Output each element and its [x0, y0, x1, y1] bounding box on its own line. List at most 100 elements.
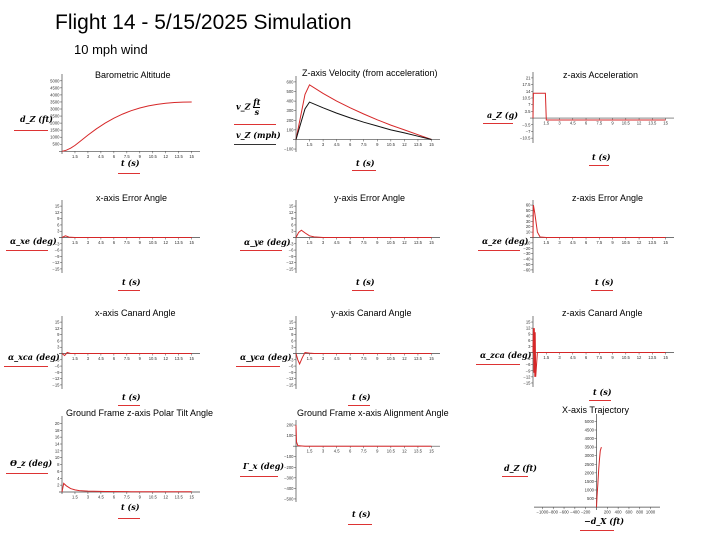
x-tick-label-tilt: 9 [139, 495, 142, 500]
y-tick-label-yerr: 6 [291, 222, 294, 227]
x-tick-label-traj: 200 [604, 510, 612, 515]
y-tick-label-xerr: 6 [57, 222, 60, 227]
y-tick-label-align: −200 [284, 465, 294, 470]
ylabel-acc: a_Z (g) [487, 110, 518, 120]
x-tick-label-align: 15 [429, 449, 434, 454]
y-tick-label-xcan: 15 [55, 320, 60, 325]
ylabel-yerr: α_ye (deg) [244, 237, 291, 247]
xlabel-underline-alt [118, 173, 140, 174]
ylabel-vel-fraction-bar [253, 107, 261, 108]
y-tick-label-xerr: 15 [55, 204, 60, 209]
x-tick-label-vel: 10.5 [387, 142, 396, 147]
y-tick-label-ycan: −6 [289, 364, 294, 369]
y-tick-label-xerr: −3 [55, 241, 60, 246]
y-tick-label-vel: −100 [284, 147, 294, 152]
x-tick-label-xcan: 12 [163, 356, 168, 361]
y-tick-label-vel: 300 [287, 108, 295, 113]
y-tick-label-xcan: −12 [52, 376, 60, 381]
x-tick-label-xerr: 9 [139, 240, 142, 245]
y-tick-label-tilt: 18 [55, 428, 60, 433]
x-tick-label-alt: 12 [163, 154, 168, 159]
y-tick-label-xcan: 12 [55, 326, 60, 331]
x-tick-label-ycan: 15 [429, 356, 434, 361]
x-tick-label-align: 3 [322, 449, 325, 454]
x-tick-label-xcan: 15 [189, 356, 194, 361]
y-tick-label-zcan: −12 [523, 374, 531, 379]
y-tick-label-align: −100 [284, 454, 294, 459]
series-line-xerr-0 [61, 235, 192, 238]
ylabel-underline-xerr [6, 250, 48, 251]
xlabel-align: t (s) [352, 509, 371, 519]
x-tick-label-yerr: 13.5 [414, 240, 423, 245]
y-tick-label-zerr: −50 [523, 262, 531, 267]
xlabel-traj: −d_X (ft) [584, 516, 624, 526]
x-tick-label-alt: 15 [189, 154, 194, 159]
chart-title-ycan: y-axis Canard Angle [331, 308, 412, 318]
y-tick-label-zcan: −9 [526, 368, 531, 373]
y-tick-label-zcan: 15 [526, 320, 531, 325]
y-tick-label-tilt: 4 [57, 476, 60, 481]
ylabel-underline-zerr [478, 250, 520, 251]
x-tick-label-xcan: 9 [139, 356, 142, 361]
x-tick-label-traj: 400 [615, 510, 623, 515]
y-tick-label-zerr: −10 [523, 240, 531, 245]
y-tick-label-xerr: −12 [52, 260, 60, 265]
x-tick-label-acc: 4.5 [570, 121, 576, 126]
series-line-zcan-0 [532, 328, 666, 377]
chart-title-xerr: x-axis Error Angle [96, 193, 168, 203]
y-tick-label-alt: 1000 [50, 135, 60, 140]
x-tick-label-alt: 10.5 [149, 154, 158, 159]
y-tick-label-tilt: 10 [55, 455, 60, 460]
ylabel-tilt: Θ_z (deg) [10, 458, 53, 468]
ylabel-underline-tilt [6, 473, 48, 474]
chart-title-zerr: z-axis Error Angle [572, 193, 644, 203]
xlabel-underline-yerr [352, 290, 374, 291]
xlabel-zerr: t (s) [595, 277, 614, 287]
x-tick-label-traj: −200 [581, 510, 591, 515]
x-tick-label-zerr: 1.5 [543, 240, 549, 245]
x-tick-label-ycan: 13.5 [414, 356, 423, 361]
series-line-align-0 [295, 425, 432, 447]
y-tick-label-acc: −7 [526, 129, 531, 134]
page-title: Flight 14 - 5/15/2025 Simulation [55, 11, 352, 34]
x-tick-label-zerr: 12 [637, 240, 642, 245]
y-tick-label-align: −400 [284, 486, 294, 491]
y-tick-label-xerr: −9 [55, 254, 60, 259]
xlabel-underline-xcan [118, 405, 140, 406]
x-tick-label-acc: 9 [611, 121, 614, 126]
ylabel-underline-acc [483, 123, 513, 124]
y-tick-label-acc: 7 [528, 102, 531, 107]
y-tick-label-zerr: 30 [526, 219, 531, 224]
xlabel-underline-ycan [348, 405, 370, 406]
xlabel-underline-xerr [118, 290, 140, 291]
y-tick-label-tilt: 6 [57, 469, 60, 474]
x-tick-label-xerr: 6 [113, 240, 116, 245]
y-tick-label-traj: 4000 [585, 436, 595, 441]
y-tick-label-vel: 400 [287, 99, 295, 104]
y-tick-label-traj: 5000 [585, 419, 595, 424]
chart-title-yerr: y-axis Error Angle [334, 193, 406, 203]
y-tick-label-alt: 4500 [50, 85, 60, 90]
y-tick-label-vel: 200 [287, 118, 295, 123]
y-tick-label-tilt: 20 [55, 421, 60, 426]
x-tick-label-tilt: 4.5 [98, 495, 104, 500]
ylabel-underline-yerr [240, 250, 282, 251]
x-tick-label-acc: 15 [663, 121, 668, 126]
x-tick-label-traj: −1000 [537, 510, 549, 515]
x-tick-label-acc: 1.5 [543, 121, 549, 126]
ylabel-underline-align [240, 476, 278, 477]
y-tick-label-yerr: −15 [286, 266, 294, 271]
x-tick-label-zcan: 6 [585, 355, 588, 360]
y-tick-label-ycan: 3 [291, 345, 294, 350]
chart-title-xcan: x-axis Canard Angle [95, 308, 176, 318]
x-tick-label-align: 1.5 [307, 449, 313, 454]
x-tick-label-vel: 4.5 [334, 142, 340, 147]
y-tick-label-vel: 600 [287, 79, 295, 84]
y-tick-label-vel: 100 [287, 127, 295, 132]
ylabel-traj: d_Z (ft) [504, 463, 537, 473]
x-tick-label-yerr: 4.5 [334, 240, 340, 245]
y-tick-label-yerr: −3 [289, 241, 294, 246]
y-tick-label-xcan: −9 [55, 370, 60, 375]
ylabel-alt: d_Z (ft) [20, 114, 53, 124]
ylabel-underline-xcan [4, 366, 48, 367]
